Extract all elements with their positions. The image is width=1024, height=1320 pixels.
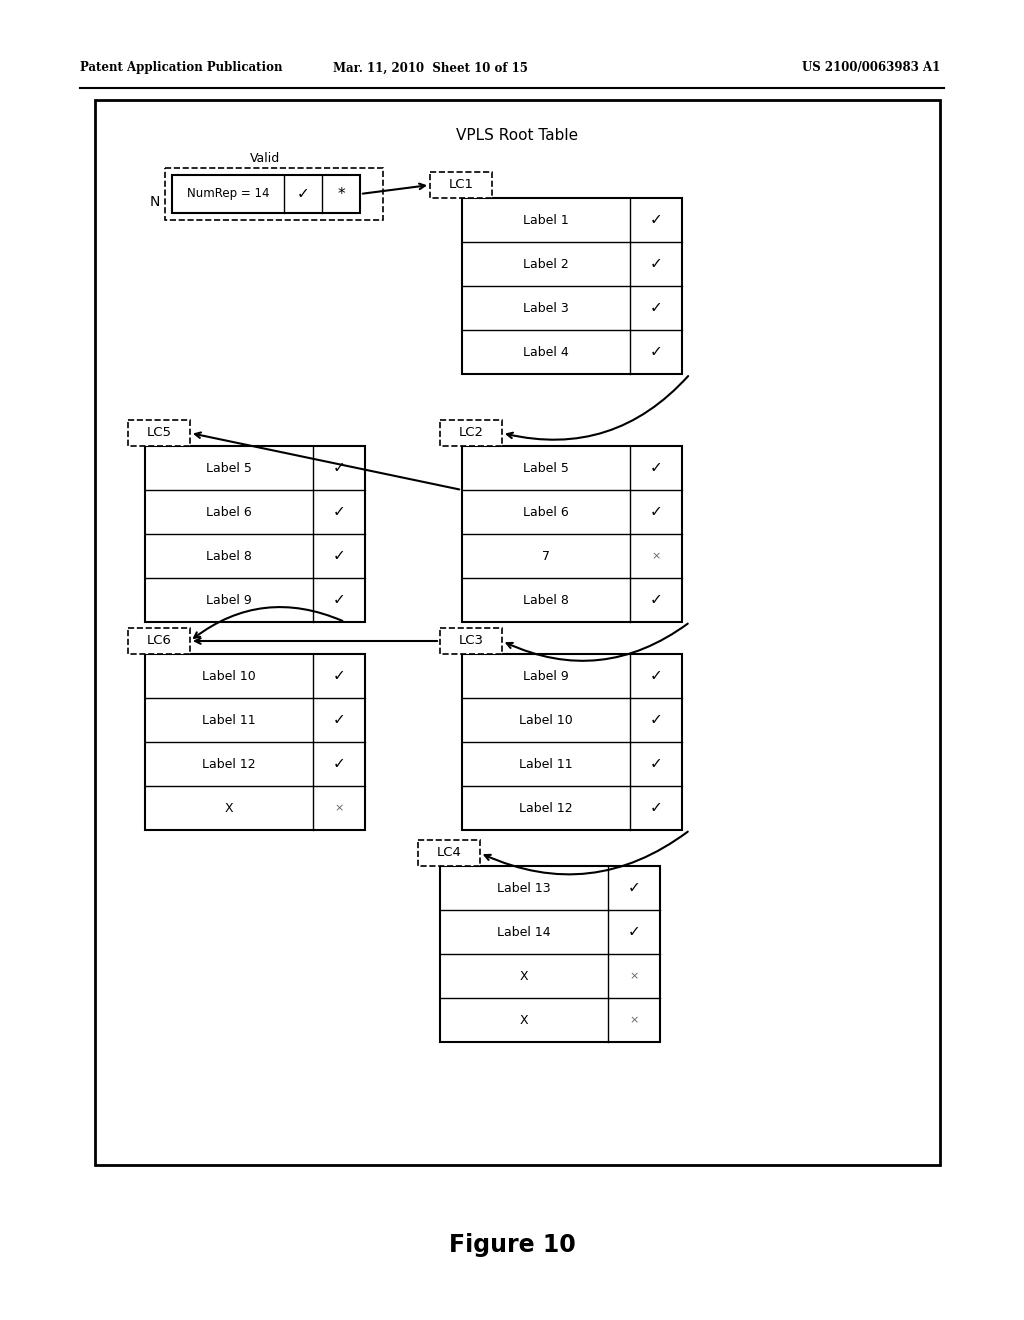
Text: LC5: LC5 bbox=[146, 426, 171, 440]
Text: Label 4: Label 4 bbox=[523, 346, 569, 359]
Text: Label 5: Label 5 bbox=[206, 462, 252, 474]
Text: ✓: ✓ bbox=[649, 461, 663, 475]
Text: ✓: ✓ bbox=[333, 593, 345, 607]
Text: ×: × bbox=[630, 972, 639, 981]
Text: ✓: ✓ bbox=[333, 668, 345, 684]
Bar bbox=[462, 446, 682, 622]
Text: ✓: ✓ bbox=[649, 668, 663, 684]
Text: LC4: LC4 bbox=[436, 846, 462, 859]
Text: Label 6: Label 6 bbox=[523, 506, 569, 519]
Text: LC3: LC3 bbox=[459, 635, 483, 648]
Text: ✓: ✓ bbox=[649, 256, 663, 272]
Bar bbox=[95, 100, 940, 1166]
Text: Label 9: Label 9 bbox=[523, 669, 569, 682]
Text: ✓: ✓ bbox=[649, 800, 663, 816]
Text: Figure 10: Figure 10 bbox=[449, 1233, 575, 1257]
Bar bbox=[172, 176, 360, 213]
Text: Label 2: Label 2 bbox=[523, 257, 569, 271]
Text: ×: × bbox=[651, 550, 660, 561]
Text: Label 13: Label 13 bbox=[498, 882, 551, 895]
Bar bbox=[430, 172, 492, 198]
Text: Label 8: Label 8 bbox=[523, 594, 569, 606]
Text: NumRep = 14: NumRep = 14 bbox=[186, 187, 269, 201]
Bar bbox=[418, 840, 480, 866]
Bar bbox=[462, 653, 682, 830]
Text: ✓: ✓ bbox=[649, 593, 663, 607]
Text: Label 11: Label 11 bbox=[519, 758, 572, 771]
Text: X: X bbox=[520, 969, 528, 982]
Bar bbox=[440, 628, 502, 653]
Text: ✓: ✓ bbox=[649, 213, 663, 227]
Bar bbox=[145, 653, 365, 830]
Text: Label 11: Label 11 bbox=[202, 714, 256, 726]
Text: Mar. 11, 2010  Sheet 10 of 15: Mar. 11, 2010 Sheet 10 of 15 bbox=[333, 62, 527, 74]
Text: Label 9: Label 9 bbox=[206, 594, 252, 606]
Bar bbox=[128, 628, 190, 653]
Text: Label 12: Label 12 bbox=[202, 758, 256, 771]
Text: X: X bbox=[520, 1014, 528, 1027]
Text: ✓: ✓ bbox=[297, 186, 309, 202]
Text: ✓: ✓ bbox=[333, 504, 345, 520]
Text: X: X bbox=[224, 801, 233, 814]
Text: ✓: ✓ bbox=[649, 345, 663, 359]
Text: Label 1: Label 1 bbox=[523, 214, 569, 227]
Bar bbox=[440, 866, 660, 1041]
Text: ✓: ✓ bbox=[333, 461, 345, 475]
Text: VPLS Root Table: VPLS Root Table bbox=[456, 128, 579, 143]
Bar bbox=[165, 168, 383, 220]
Bar bbox=[145, 446, 365, 622]
Bar bbox=[128, 420, 190, 446]
Text: ✓: ✓ bbox=[333, 756, 345, 771]
Text: Label 10: Label 10 bbox=[202, 669, 256, 682]
Text: US 2100/0063983 A1: US 2100/0063983 A1 bbox=[802, 62, 940, 74]
Text: ×: × bbox=[334, 803, 344, 813]
Text: ✓: ✓ bbox=[333, 549, 345, 564]
Text: Label 6: Label 6 bbox=[206, 506, 252, 519]
Text: LC6: LC6 bbox=[146, 635, 171, 648]
Bar bbox=[462, 198, 682, 374]
Text: ✓: ✓ bbox=[628, 880, 640, 895]
Text: N: N bbox=[150, 195, 160, 209]
Text: ✓: ✓ bbox=[628, 924, 640, 940]
Text: LC1: LC1 bbox=[449, 178, 473, 191]
Text: *: * bbox=[337, 186, 345, 202]
Text: ✓: ✓ bbox=[649, 756, 663, 771]
Text: ✓: ✓ bbox=[649, 713, 663, 727]
Text: LC2: LC2 bbox=[459, 426, 483, 440]
Text: Label 8: Label 8 bbox=[206, 549, 252, 562]
Text: ×: × bbox=[630, 1015, 639, 1026]
Text: ✓: ✓ bbox=[649, 301, 663, 315]
Text: Patent Application Publication: Patent Application Publication bbox=[80, 62, 283, 74]
Text: 7: 7 bbox=[542, 549, 550, 562]
Text: ✓: ✓ bbox=[333, 713, 345, 727]
Text: Label 14: Label 14 bbox=[498, 925, 551, 939]
Text: Label 3: Label 3 bbox=[523, 301, 569, 314]
Bar bbox=[440, 420, 502, 446]
Text: Label 12: Label 12 bbox=[519, 801, 572, 814]
Text: Label 10: Label 10 bbox=[519, 714, 572, 726]
Text: Valid: Valid bbox=[250, 152, 281, 165]
Text: Label 5: Label 5 bbox=[523, 462, 569, 474]
Text: ✓: ✓ bbox=[649, 504, 663, 520]
